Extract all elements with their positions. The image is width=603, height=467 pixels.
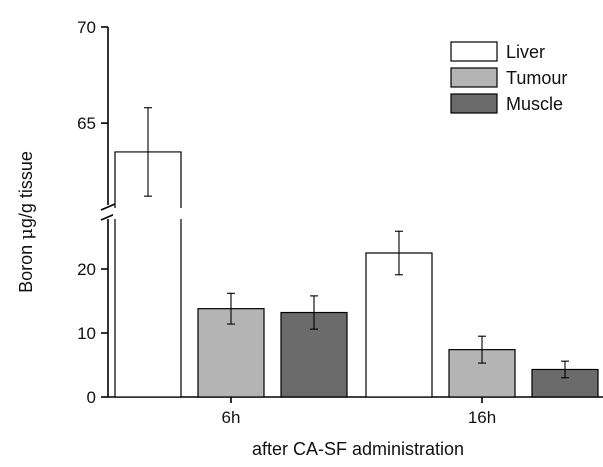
bars (113, 107, 599, 398)
x-tick-label: 6h (222, 408, 241, 427)
y-axis-title-part: g/g tissue (16, 151, 36, 228)
legend-label-muscle: Muscle (506, 94, 563, 114)
y-tick-label: 20 (77, 260, 96, 279)
y-tick-label: 70 (77, 18, 96, 37)
y-axis-title-part: Boron (16, 240, 36, 293)
y-tick-label: 0 (87, 388, 96, 407)
bar-liver-6h (114, 216, 182, 398)
legend-swatch-tumour (450, 67, 498, 88)
bar-liver-16h (365, 252, 433, 398)
legend-label-liver: Liver (506, 42, 545, 62)
y-tick-label: 10 (77, 324, 96, 343)
y-axis-break-mark (100, 203, 116, 211)
bar-break-gap (113, 208, 183, 219)
y-axis-title: Boron μg/g tissue (16, 151, 37, 293)
legend: Liver Tumour Muscle (450, 41, 567, 114)
legend-label-tumour: Tumour (506, 68, 567, 88)
y-axis-break-mark (100, 213, 116, 221)
legend-swatch-liver (450, 41, 498, 62)
axes: 0 10 20 65 70 6h 16h (77, 18, 603, 427)
x-axis-title: after CA-SF administration (252, 439, 464, 459)
y-tick-label: 65 (77, 114, 96, 133)
y-axis-title-mu: μ (16, 228, 37, 240)
legend-swatch-muscle (450, 93, 498, 114)
x-tick-label: 16h (468, 408, 496, 427)
